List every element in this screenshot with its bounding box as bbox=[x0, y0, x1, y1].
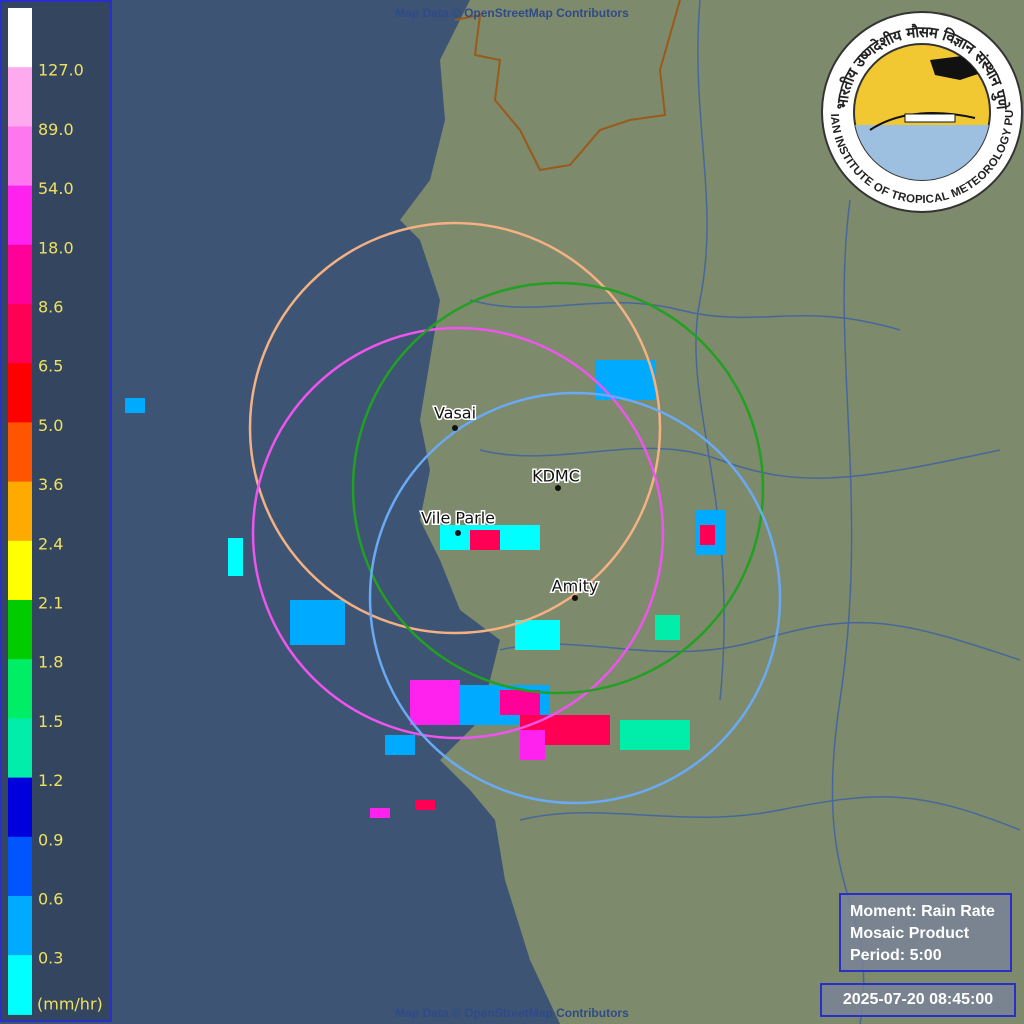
info-box: Moment: Rain Rate Mosaic Product Period:… bbox=[839, 893, 1012, 972]
echo bbox=[470, 530, 500, 550]
legend-label: 1.2 bbox=[38, 771, 63, 790]
echo bbox=[410, 680, 460, 725]
rain-echoes bbox=[125, 360, 725, 818]
echo bbox=[290, 600, 345, 645]
attribution: Map Data © OpenStreetMap Contributors bbox=[395, 6, 629, 20]
range-ring bbox=[251, 326, 665, 740]
legend-swatch bbox=[8, 955, 32, 1015]
legend-label: 0.9 bbox=[38, 830, 63, 849]
boundary bbox=[454, 0, 681, 172]
legend-swatch bbox=[8, 304, 32, 364]
legend-label: 18.0 bbox=[38, 238, 74, 257]
legend-label: 5.0 bbox=[38, 416, 63, 435]
legend-label: 2.1 bbox=[38, 594, 63, 613]
legend-swatch bbox=[8, 185, 32, 246]
legend-label: 0.6 bbox=[38, 890, 63, 909]
range-ring bbox=[248, 221, 662, 635]
legend-unit: (mm/hr) bbox=[37, 995, 103, 1014]
legend-swatch bbox=[8, 896, 32, 956]
echo bbox=[620, 720, 690, 750]
info-period: Period: 5:00 bbox=[850, 947, 942, 964]
station-dot bbox=[555, 485, 561, 491]
station-label: Amity bbox=[552, 577, 599, 596]
echo bbox=[500, 690, 540, 715]
station-label: Vile Parle bbox=[421, 509, 495, 528]
rivers bbox=[469, 0, 1021, 1024]
echo bbox=[700, 525, 715, 545]
station-dot bbox=[452, 425, 458, 431]
legend-label: 0.3 bbox=[38, 949, 63, 968]
legend-swatch bbox=[8, 718, 32, 779]
legend-swatch bbox=[8, 244, 32, 305]
station-label: Vasai bbox=[434, 404, 476, 423]
echo bbox=[228, 538, 243, 576]
legend-label: 2.4 bbox=[38, 534, 63, 553]
echo bbox=[655, 615, 680, 640]
logo-arrow bbox=[904, 113, 956, 123]
legend-swatch bbox=[8, 540, 32, 601]
echo bbox=[385, 735, 415, 755]
info-product: Mosaic Product bbox=[850, 925, 970, 942]
echo bbox=[125, 398, 145, 413]
legend-swatch bbox=[8, 126, 32, 187]
timestamp: 2025-07-20 08:45:00 bbox=[820, 983, 1016, 1017]
legend-swatch bbox=[8, 67, 32, 127]
legend-label: 54.0 bbox=[38, 179, 74, 198]
legend-swatch bbox=[8, 8, 32, 68]
range-ring bbox=[368, 391, 782, 805]
legend-swatch bbox=[8, 363, 32, 423]
legend-label: 6.5 bbox=[38, 357, 63, 376]
radar-ranges bbox=[248, 221, 782, 805]
echo bbox=[515, 620, 560, 650]
legend: 127.0 89.0 54.0 18.0 8.6 6.5 5.0 3.6 2.4 2.1 1.8 1.… bbox=[0, 0, 112, 1022]
station-dot bbox=[455, 530, 461, 536]
info-moment: Moment: Rain Rate bbox=[850, 903, 995, 920]
legend-swatch bbox=[8, 600, 32, 660]
legend-label: 1.5 bbox=[38, 712, 63, 731]
legend-label: 1.8 bbox=[38, 653, 63, 672]
echo bbox=[370, 808, 390, 818]
legend-label: 3.6 bbox=[38, 475, 63, 494]
attribution: Map Data © OpenStreetMap Contributors bbox=[395, 1006, 629, 1020]
legend-label: 8.6 bbox=[38, 298, 63, 317]
range-ring bbox=[351, 281, 765, 695]
legend-swatch bbox=[8, 777, 32, 838]
station-dot bbox=[572, 595, 578, 601]
echo bbox=[415, 800, 435, 810]
legend-swatch bbox=[8, 481, 32, 542]
echo bbox=[595, 360, 655, 400]
legend-swatch bbox=[8, 422, 32, 483]
station-label: KDMC bbox=[532, 467, 580, 486]
legend-label: 127.0 bbox=[38, 61, 84, 80]
echo bbox=[520, 730, 545, 760]
legend-swatch bbox=[8, 836, 32, 897]
legend-label: 89.0 bbox=[38, 120, 74, 139]
legend-swatch bbox=[8, 659, 32, 719]
stations: Vasai KDMC Vile Parle Amity bbox=[419, 402, 600, 601]
